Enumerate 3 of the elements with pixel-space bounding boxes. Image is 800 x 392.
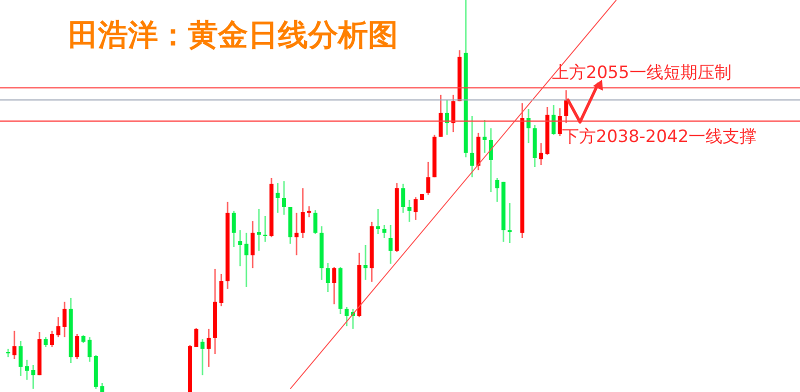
annotation: 下方2038-2042一线支撑: [562, 127, 757, 148]
text: 田浩洋：黄金日线分析图: [68, 18, 398, 53]
candlestick: [194, 327, 198, 348]
